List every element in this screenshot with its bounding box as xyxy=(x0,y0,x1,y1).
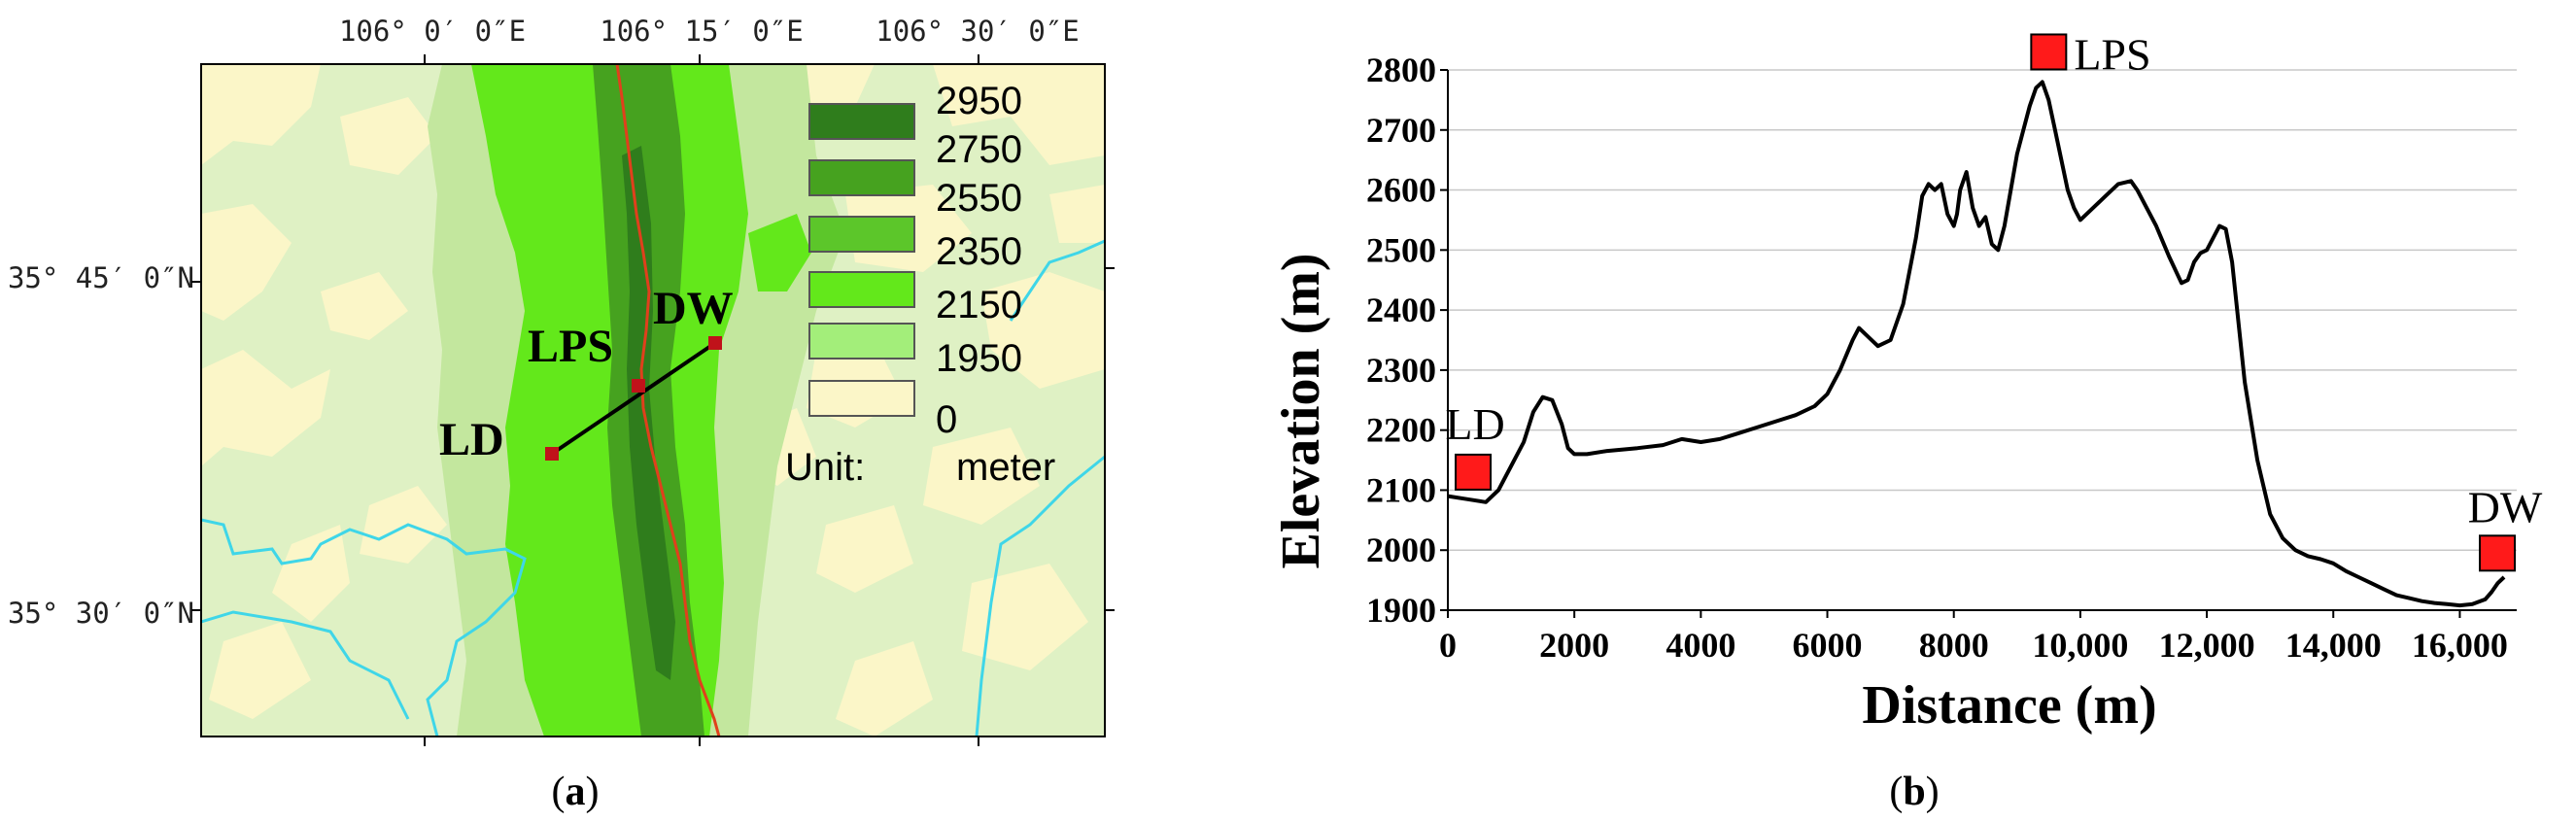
x-tick-label-8000: 8000 xyxy=(1919,626,1989,665)
legend-swatch-4 xyxy=(808,271,915,308)
y-tick-label-2300: 2300 xyxy=(1366,351,1436,390)
lon-label-2: 106° 15′ 0″E xyxy=(600,15,804,48)
panel-label-a: (a) xyxy=(552,770,600,814)
grid-lines xyxy=(1448,69,2517,551)
darkest-green-crest xyxy=(622,146,675,680)
lat-label-1: 35° 45′ 0″N xyxy=(8,261,194,294)
x-tick-label-2000: 2000 xyxy=(1539,626,1609,665)
station-ld-label: LD xyxy=(439,414,504,465)
station-annotations: LD LPS DW xyxy=(1445,29,2543,572)
x-tick-label-16000: 16,000 xyxy=(2412,626,2508,665)
y-tick-label-1900: 1900 xyxy=(1366,591,1436,630)
station-dw-marker xyxy=(708,336,722,350)
legend-swatch-1 xyxy=(808,103,915,140)
annotation-label-ld: LD xyxy=(1445,399,1504,449)
elevation-profile-line xyxy=(1447,80,2506,608)
elevation-profile-chart: 1900 2000 2100 2200 2300 2400 2500 2600 2700 2800… xyxy=(1271,29,2543,814)
x-tick-label-6000: 6000 xyxy=(1793,626,1863,665)
legend-value-2950: 2950 xyxy=(936,80,1022,122)
legend-unit-value: meter xyxy=(956,446,1055,489)
annotation-marker-lps xyxy=(2030,33,2068,71)
legend-swatch-2 xyxy=(808,159,915,196)
y-axis-title: Elevation (m) xyxy=(1271,253,1331,568)
station-ld-marker xyxy=(545,447,559,461)
y-tick-label-2700: 2700 xyxy=(1366,111,1436,150)
lat-label-2: 35° 30′ 0″N xyxy=(8,597,194,630)
y-axis-ticks: 1900 2000 2100 2200 2300 2400 2500 2600 2700 2800 xyxy=(1366,51,1448,630)
x-axis-title: Distance (m) xyxy=(1862,675,2156,736)
ridge-line xyxy=(615,64,721,736)
x-tick-label-12000: 12,000 xyxy=(2159,626,2255,665)
annotation-label-lps: LPS xyxy=(2074,29,2150,79)
transect-line xyxy=(550,341,717,456)
legend-value-2350: 2350 xyxy=(936,230,1022,273)
station-dw-label: DW xyxy=(653,283,734,334)
legend-value-1950: 1950 xyxy=(936,337,1022,380)
annotation-marker-dw xyxy=(2479,534,2516,572)
legend-value-2550: 2550 xyxy=(936,177,1022,220)
y-tick-label-2600: 2600 xyxy=(1366,171,1436,210)
legend-swatch-6 xyxy=(808,380,915,417)
x-tick-label-14000: 14,000 xyxy=(2285,626,2382,665)
lon-label-1: 106° 0′ 0″E xyxy=(339,15,526,48)
x-tick-label-0: 0 xyxy=(1439,626,1457,665)
annotation-marker-ld xyxy=(1455,453,1493,491)
y-tick-label-2200: 2200 xyxy=(1366,411,1436,450)
legend-value-2150: 2150 xyxy=(936,284,1022,326)
legend-swatch-3 xyxy=(808,216,915,253)
station-lps-label: LPS xyxy=(528,321,613,372)
map-panel: 106° 0′ 0″E 106° 15′ 0″E 106° 30′ 0″E 35… xyxy=(8,15,1115,814)
mid-green-patch xyxy=(748,214,811,291)
legend-value-0: 0 xyxy=(936,398,957,441)
x-tick-label-4000: 4000 xyxy=(1666,626,1735,665)
legend-value-2750: 2750 xyxy=(936,128,1022,171)
y-tick-label-2400: 2400 xyxy=(1366,291,1436,329)
station-lps-marker xyxy=(632,379,645,393)
rivers xyxy=(201,239,1105,736)
y-tick-label-2000: 2000 xyxy=(1366,531,1436,569)
y-tick-label-2100: 2100 xyxy=(1366,470,1436,509)
annotation-label-dw: DW xyxy=(2468,482,2543,531)
legend-swatch-5 xyxy=(808,323,915,360)
y-tick-label-2800: 2800 xyxy=(1366,51,1436,89)
x-tick-label-10000: 10,000 xyxy=(2032,626,2128,665)
map-legend: 2950 2750 2550 2350 2150 1950 0 Unit: me… xyxy=(785,80,1055,489)
panel-label-b: (b) xyxy=(1889,770,1939,814)
y-tick-label-2500: 2500 xyxy=(1366,230,1436,269)
x-axis-ticks: 0 2000 4000 6000 8000 10,000 12,000 14,000 16,00… xyxy=(1439,610,2508,665)
legend-unit-label: Unit: xyxy=(785,446,865,489)
lon-label-3: 106° 30′ 0″E xyxy=(876,15,1080,48)
